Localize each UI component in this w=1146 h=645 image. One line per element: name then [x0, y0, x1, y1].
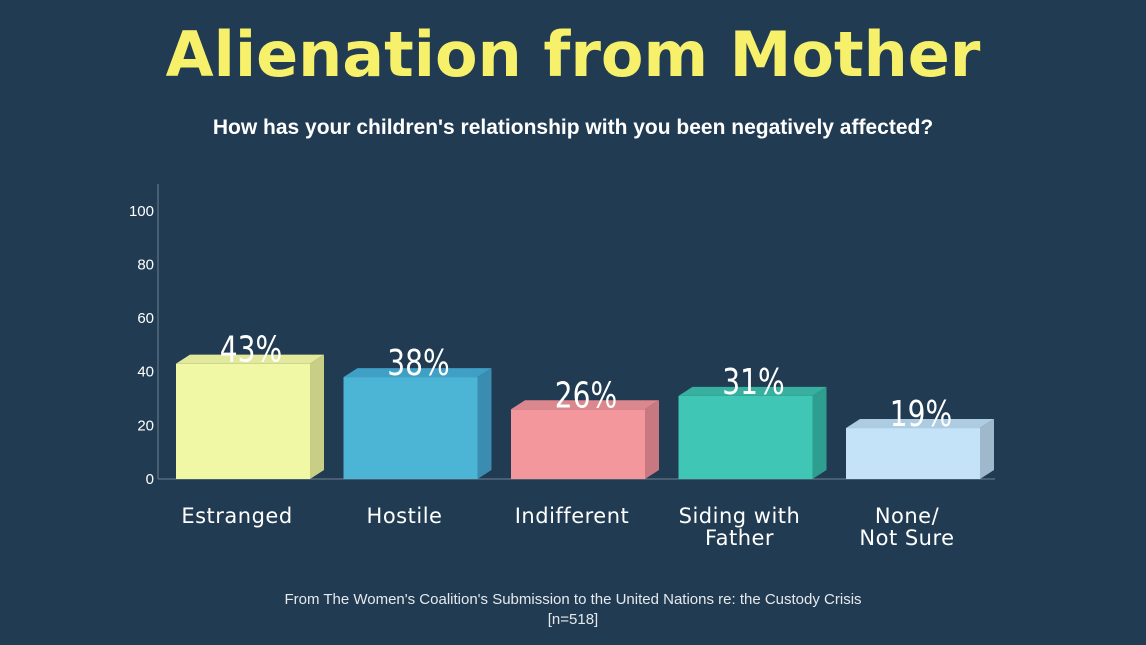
bar-side [310, 354, 324, 479]
y-tick-label: 40 [137, 364, 154, 381]
bar-side [477, 368, 492, 479]
bar [511, 409, 645, 479]
source-note: From The Women's Coalition's Submission … [0, 590, 1146, 630]
bar-side [980, 419, 994, 479]
bar-side [645, 400, 659, 479]
data-label: 43% [220, 328, 282, 370]
data-label: 19% [890, 393, 952, 435]
chart-title: Alienation from Mother [165, 18, 981, 91]
bar-top [343, 368, 492, 378]
source-line: From The Women's Coalition's Submission … [284, 591, 862, 608]
data-label: 26% [555, 374, 617, 416]
x-tick-label: None/ [875, 504, 940, 528]
x-tick-label: Siding with [679, 504, 801, 528]
bar [176, 363, 310, 479]
bar [343, 377, 478, 479]
x-tick-label: Indifferent [515, 504, 630, 528]
sample-size: [n=518] [547, 611, 599, 628]
y-tick-label: 80 [137, 256, 154, 273]
bar-side [812, 386, 827, 479]
y-tick-label: 0 [146, 471, 154, 488]
bar [846, 428, 980, 479]
bar-top [846, 419, 994, 429]
bar-top [176, 354, 324, 364]
data-label: 31% [722, 360, 784, 402]
bar [678, 395, 813, 479]
y-tick-label: 100 [129, 203, 154, 220]
data-label: 38% [387, 342, 449, 384]
x-tick-label: Not Sure [859, 526, 954, 550]
bar-top [678, 386, 827, 396]
x-tick-label: Estranged [181, 504, 292, 528]
y-tick-label: 20 [137, 417, 154, 434]
x-tick-label: Hostile [367, 504, 443, 528]
x-tick-label: Father [705, 526, 774, 550]
bar-top [511, 400, 659, 410]
y-tick-label: 60 [137, 310, 154, 327]
chart-subtitle: How has your children's relationship wit… [212, 116, 934, 139]
